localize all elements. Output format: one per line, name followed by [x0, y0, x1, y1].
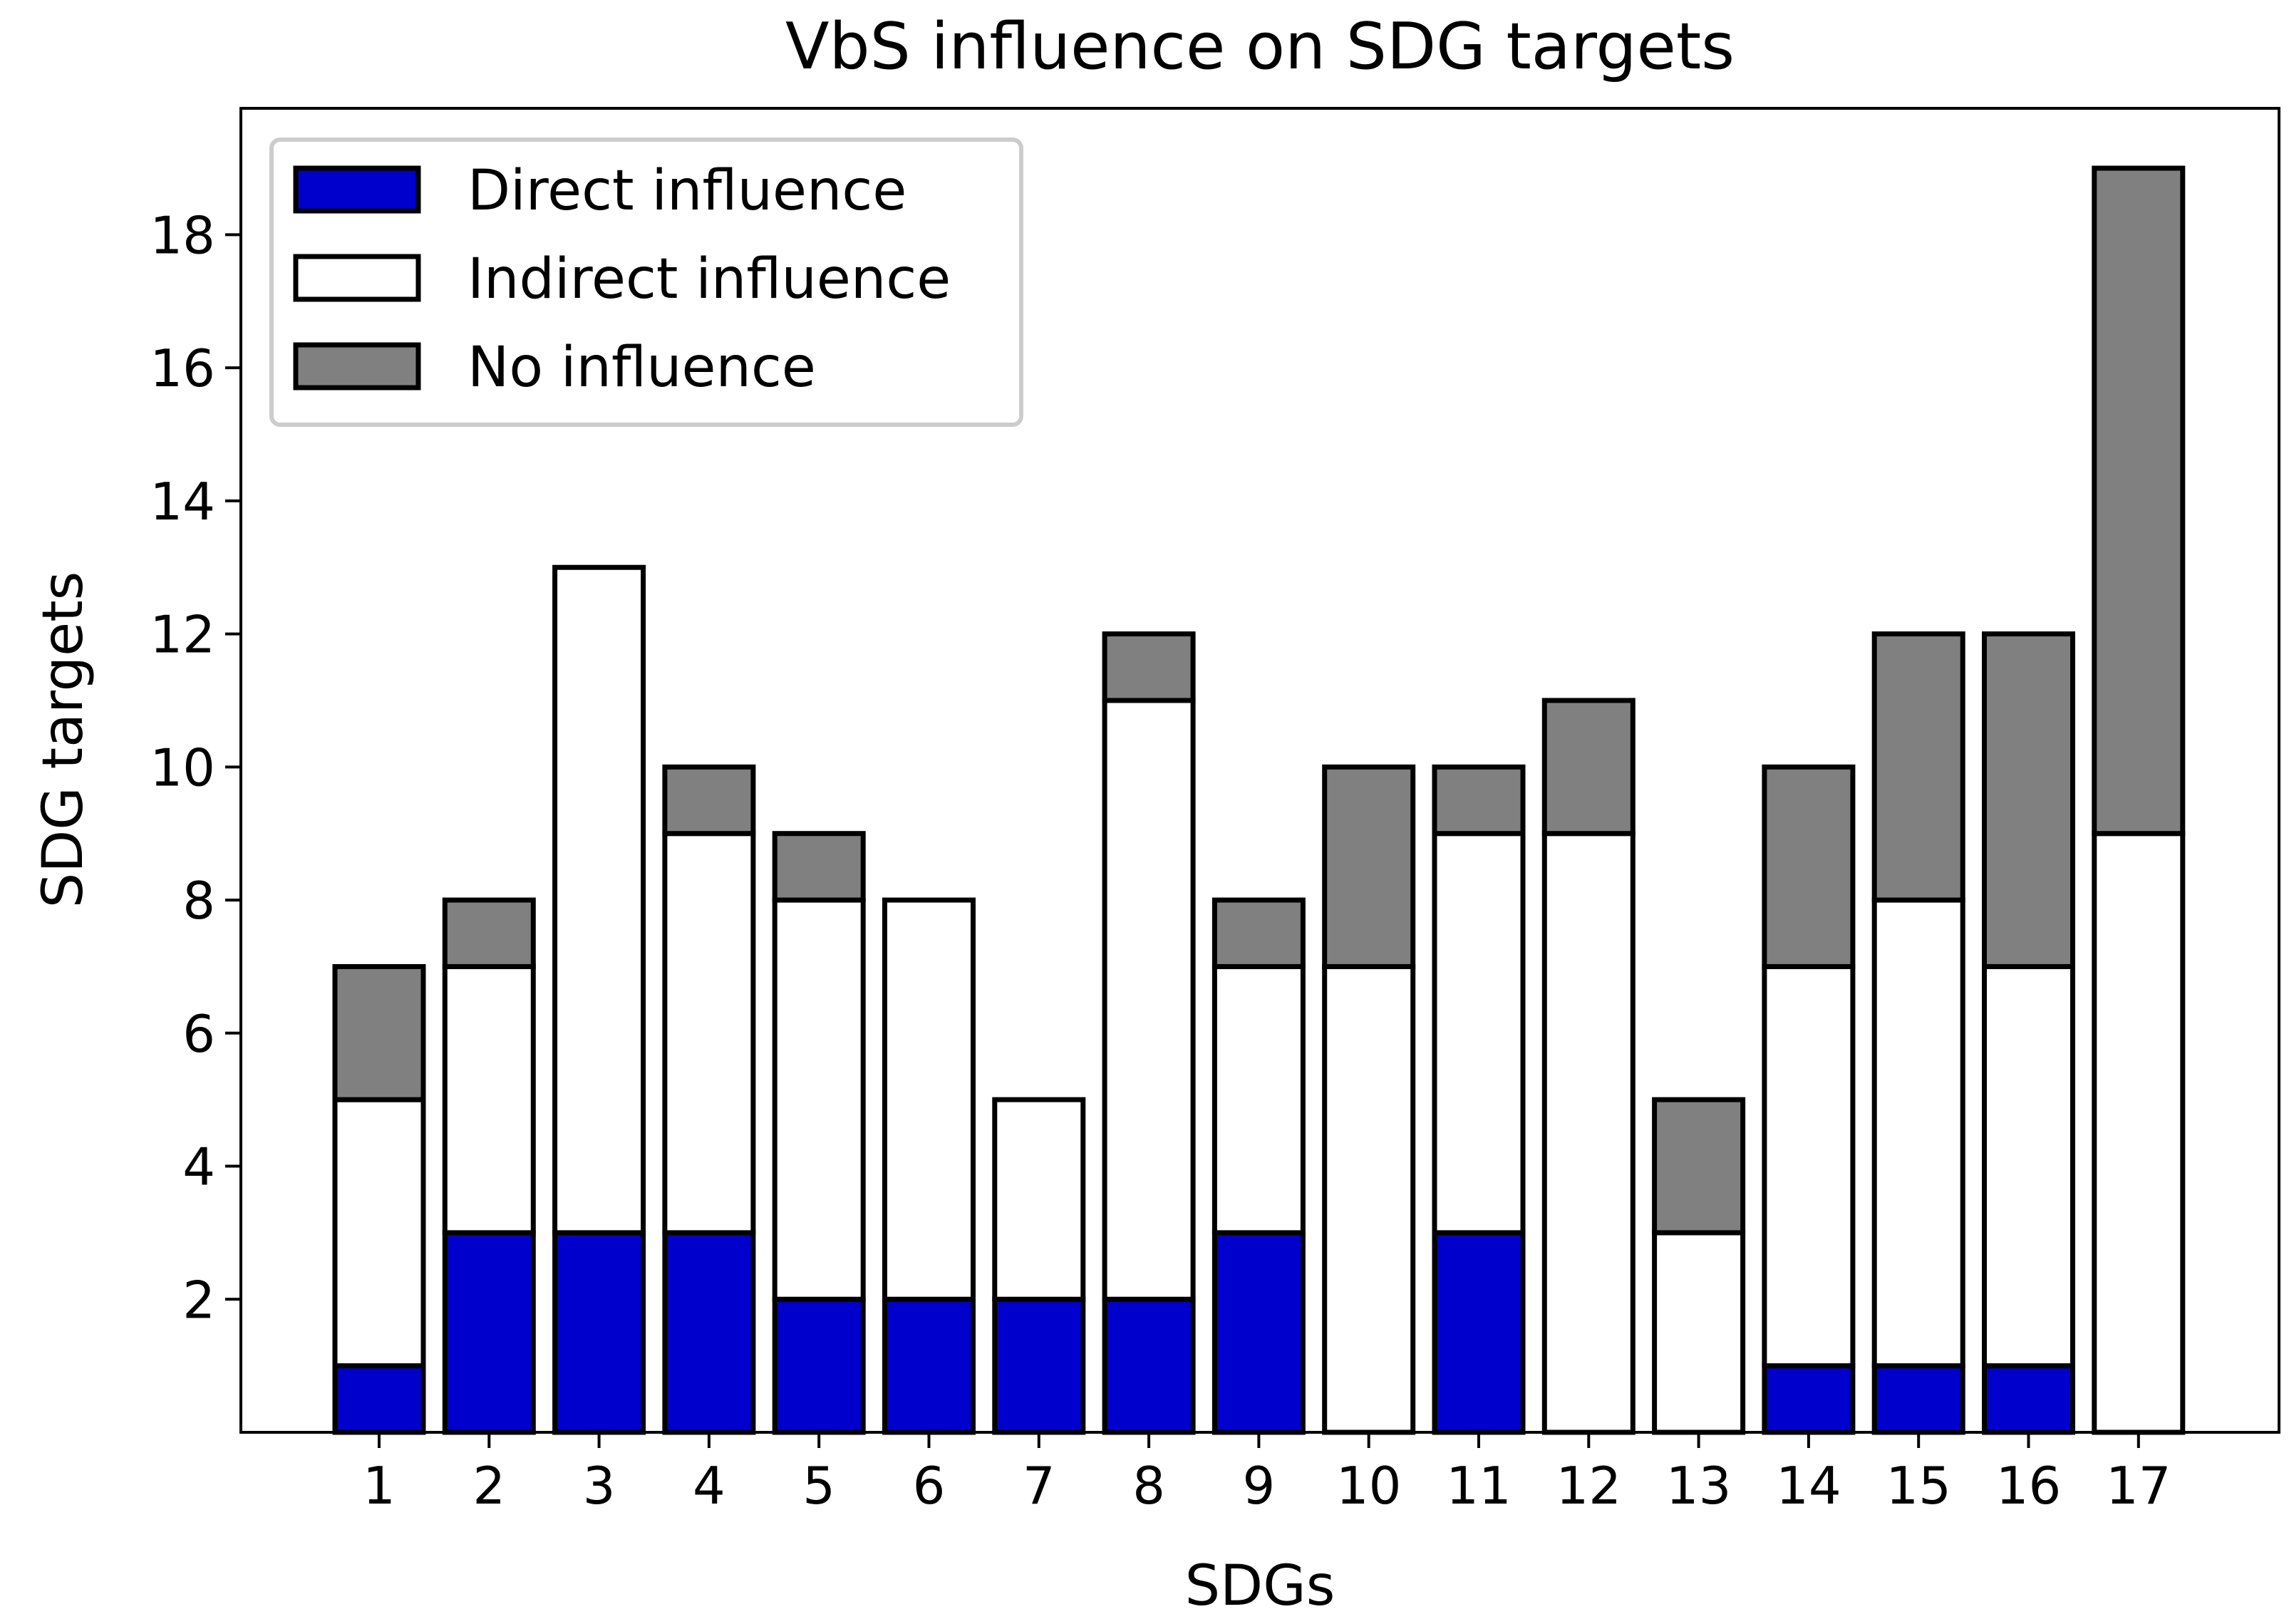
- x-tick-label-17: 17: [2106, 1456, 2171, 1516]
- bar-sdg-3-indirect-influence: [552, 564, 646, 1236]
- bar-sdg-1-no-influence: [332, 963, 426, 1102]
- bar-sdg-15-indirect-influence: [1871, 897, 1965, 1369]
- bars-layer: [332, 165, 2186, 1435]
- x-axis-label: SDGs: [1185, 1554, 1335, 1618]
- bar-sdg-8-no-influence: [1102, 631, 1196, 703]
- x-tick-label-6: 6: [913, 1456, 946, 1516]
- y-tick-label-18: 18: [150, 205, 215, 265]
- bar-sdg-16-indirect-influence: [1982, 963, 2075, 1369]
- y-tick-label-10: 10: [150, 738, 215, 797]
- bar-sdg-2-no-influence: [442, 897, 536, 969]
- bar-sdg-9-indirect-influence: [1211, 963, 1306, 1236]
- bar-sdg-17-indirect-influence: [2092, 831, 2186, 1435]
- bar-sdg-14-indirect-influence: [1762, 963, 1856, 1369]
- legend: Direct influence Indirect influence No inf…: [269, 138, 1023, 427]
- y-tick-label-16: 16: [150, 338, 215, 398]
- x-tick-label-15: 15: [1886, 1456, 1951, 1516]
- bar-sdg-11-indirect-influence: [1432, 831, 1526, 1236]
- bar-sdg-5-direct-influence: [772, 1296, 866, 1435]
- bar-sdg-16-no-influence: [1982, 631, 2075, 969]
- x-tick-label-12: 12: [1556, 1456, 1621, 1516]
- x-tick-label-4: 4: [693, 1456, 725, 1516]
- x-tick-label-9: 9: [1242, 1456, 1275, 1516]
- bar-sdg-6-direct-influence: [882, 1296, 976, 1435]
- y-axis-label: SDG targets: [31, 571, 95, 909]
- bar-sdg-11-direct-influence: [1432, 1230, 1526, 1435]
- bar-sdg-4-direct-influence: [662, 1230, 756, 1435]
- bar-sdg-10-indirect-influence: [1322, 963, 1416, 1435]
- x-tick-label-11: 11: [1446, 1456, 1512, 1516]
- bar-sdg-14-no-influence: [1762, 764, 1856, 969]
- bar-sdg-6-indirect-influence: [882, 897, 976, 1302]
- bar-sdg-15-direct-influence: [1871, 1363, 1965, 1435]
- chart-title: VbS influence on SDG targets: [785, 9, 1735, 84]
- x-tick-label-16: 16: [1996, 1456, 2062, 1516]
- bar-sdg-1-direct-influence: [332, 1363, 426, 1435]
- bar-sdg-13-indirect-influence: [1652, 1230, 1746, 1435]
- x-tick-label-8: 8: [1132, 1456, 1165, 1516]
- bar-sdg-9-direct-influence: [1211, 1230, 1306, 1435]
- bar-sdg-2-indirect-influence: [442, 963, 536, 1236]
- legend-label-direct-influence: Direct influence: [467, 159, 906, 223]
- y-tick-label-2: 2: [182, 1270, 215, 1330]
- x-tick-label-5: 5: [802, 1456, 835, 1516]
- bar-sdg-1-indirect-influence: [332, 1097, 426, 1369]
- y-tick-label-4: 4: [182, 1137, 215, 1197]
- x-tick-label-1: 1: [363, 1456, 396, 1516]
- legend-swatch-indirect-influence: [293, 254, 421, 302]
- bar-sdg-13-no-influence: [1652, 1097, 1746, 1236]
- bar-sdg-17-no-influence: [2092, 165, 2186, 837]
- x-tick-label-13: 13: [1666, 1456, 1732, 1516]
- bar-sdg-12-indirect-influence: [1541, 831, 1636, 1435]
- bar-sdg-4-indirect-influence: [662, 831, 756, 1236]
- bar-sdg-8-direct-influence: [1102, 1296, 1196, 1435]
- bar-sdg-7-direct-influence: [992, 1296, 1086, 1435]
- x-tick-label-14: 14: [1776, 1456, 1841, 1516]
- bar-sdg-14-direct-influence: [1762, 1363, 1856, 1435]
- legend-label-indirect-influence: Indirect influence: [467, 247, 951, 311]
- bar-sdg-3-direct-influence: [552, 1230, 646, 1435]
- y-tick-label-12: 12: [150, 605, 215, 665]
- bar-sdg-7-indirect-influence: [992, 1097, 1086, 1302]
- bar-sdg-5-no-influence: [772, 831, 866, 903]
- y-tick-label-8: 8: [182, 871, 215, 931]
- y-tick-label-14: 14: [150, 472, 215, 532]
- bar-sdg-8-indirect-influence: [1102, 698, 1196, 1302]
- bar-sdg-5-indirect-influence: [772, 897, 866, 1302]
- bar-sdg-10-no-influence: [1322, 764, 1416, 969]
- legend-label-no-influence: No influence: [467, 336, 816, 400]
- x-tick-label-2: 2: [472, 1456, 505, 1516]
- legend-swatch-no-influence: [293, 342, 421, 391]
- bar-sdg-11-no-influence: [1432, 764, 1526, 837]
- legend-box: [269, 138, 1023, 427]
- bar-sdg-9-no-influence: [1211, 897, 1306, 969]
- bar-sdg-2-direct-influence: [442, 1230, 536, 1435]
- x-tick-label-7: 7: [1023, 1456, 1055, 1516]
- bar-sdg-12-no-influence: [1541, 698, 1636, 837]
- bar-sdg-15-no-influence: [1871, 631, 1965, 903]
- legend-swatch-direct-influence: [293, 165, 421, 214]
- x-tick-label-3: 3: [583, 1456, 616, 1516]
- bar-sdg-4-no-influence: [662, 764, 756, 837]
- x-tick-label-10: 10: [1336, 1456, 1402, 1516]
- bar-sdg-16-direct-influence: [1982, 1363, 2075, 1435]
- y-tick-label-6: 6: [182, 1004, 215, 1064]
